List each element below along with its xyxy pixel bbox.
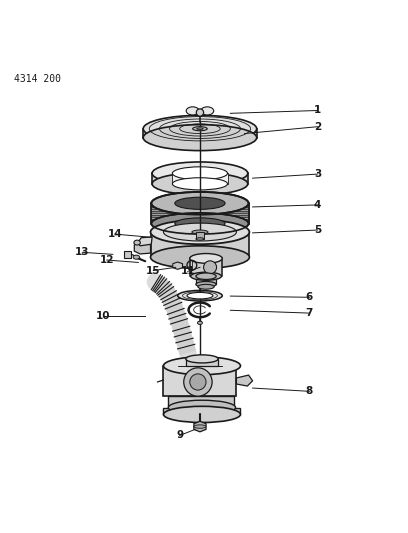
Ellipse shape [175, 197, 225, 209]
Text: 8: 8 [306, 386, 313, 397]
Ellipse shape [152, 173, 248, 195]
Polygon shape [190, 259, 222, 276]
Ellipse shape [186, 355, 218, 363]
Polygon shape [151, 222, 248, 223]
Polygon shape [151, 215, 248, 217]
Polygon shape [151, 217, 248, 220]
Text: 11: 11 [181, 266, 195, 277]
Ellipse shape [143, 125, 257, 151]
Ellipse shape [192, 230, 208, 234]
Ellipse shape [197, 128, 203, 130]
Ellipse shape [196, 238, 204, 240]
Text: 6: 6 [306, 292, 313, 302]
Ellipse shape [198, 284, 214, 289]
Ellipse shape [151, 220, 249, 244]
Polygon shape [186, 359, 218, 366]
Text: 2: 2 [314, 122, 321, 132]
Text: 13: 13 [75, 247, 90, 257]
Ellipse shape [175, 218, 225, 229]
Text: 7: 7 [306, 308, 313, 318]
Ellipse shape [204, 261, 217, 274]
Polygon shape [152, 173, 248, 184]
Ellipse shape [196, 281, 216, 287]
Text: 14: 14 [108, 229, 122, 239]
Polygon shape [164, 408, 240, 414]
Polygon shape [134, 241, 151, 254]
Polygon shape [151, 220, 248, 222]
Text: 4: 4 [314, 200, 321, 210]
Polygon shape [124, 251, 131, 257]
Ellipse shape [173, 178, 228, 190]
Ellipse shape [152, 162, 248, 184]
Ellipse shape [186, 107, 199, 115]
Polygon shape [196, 276, 216, 284]
Text: 12: 12 [100, 255, 114, 265]
Ellipse shape [197, 321, 202, 325]
Ellipse shape [187, 293, 213, 299]
Polygon shape [138, 237, 152, 246]
Polygon shape [151, 213, 248, 215]
Polygon shape [151, 203, 248, 205]
Ellipse shape [151, 213, 248, 234]
Ellipse shape [177, 290, 222, 301]
Text: 1: 1 [314, 106, 321, 116]
Polygon shape [151, 207, 248, 209]
Ellipse shape [134, 240, 140, 245]
Ellipse shape [184, 368, 212, 396]
Text: 4314 200: 4314 200 [13, 74, 60, 84]
Text: 5: 5 [314, 225, 321, 235]
Polygon shape [164, 366, 236, 396]
Ellipse shape [169, 400, 235, 415]
Polygon shape [236, 375, 253, 386]
Ellipse shape [194, 425, 206, 428]
Ellipse shape [164, 406, 240, 423]
Ellipse shape [201, 107, 214, 115]
Ellipse shape [173, 167, 228, 180]
Polygon shape [151, 232, 249, 257]
Ellipse shape [151, 192, 248, 215]
Ellipse shape [133, 255, 140, 259]
Polygon shape [196, 232, 204, 239]
Ellipse shape [190, 254, 222, 263]
Text: 15: 15 [146, 265, 161, 276]
Polygon shape [143, 129, 257, 138]
Polygon shape [151, 212, 248, 213]
Polygon shape [151, 205, 248, 207]
Polygon shape [168, 396, 234, 408]
Ellipse shape [164, 223, 236, 241]
Text: 3: 3 [314, 169, 321, 179]
Ellipse shape [151, 246, 249, 269]
Polygon shape [151, 209, 248, 212]
Text: 9: 9 [176, 431, 183, 440]
Ellipse shape [193, 127, 207, 131]
Polygon shape [173, 173, 228, 184]
Ellipse shape [164, 357, 240, 375]
Text: 10: 10 [95, 311, 110, 321]
Ellipse shape [143, 115, 257, 142]
Ellipse shape [191, 272, 222, 280]
Polygon shape [194, 421, 206, 432]
Ellipse shape [190, 374, 206, 390]
Ellipse shape [196, 273, 216, 279]
Ellipse shape [196, 109, 204, 116]
Polygon shape [173, 262, 182, 269]
